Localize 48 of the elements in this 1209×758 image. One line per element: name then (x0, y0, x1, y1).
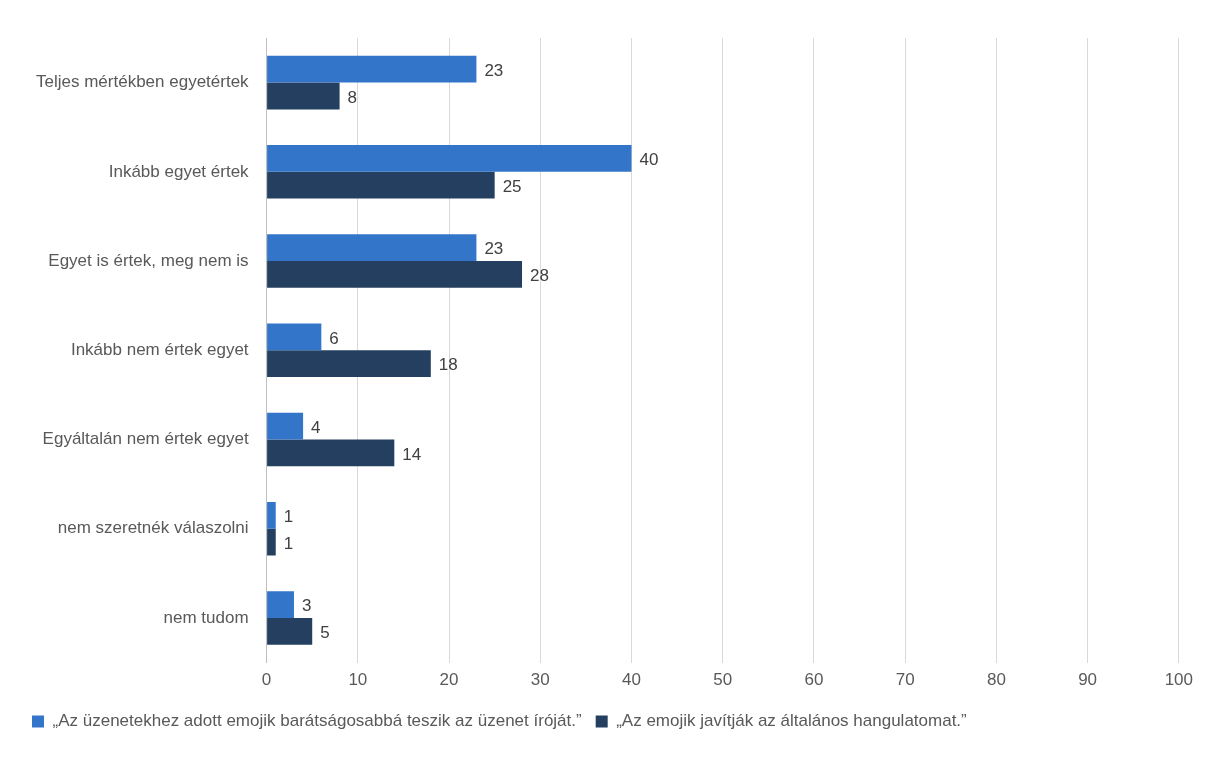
x-tick-label: 90 (1078, 670, 1098, 690)
x-tick-label: 80 (986, 670, 1006, 690)
bar (267, 591, 294, 618)
bar (267, 323, 322, 351)
legend-label: „Az üzenetekhez adott emojik barátságosabbá teszik az üzenet íróját.” (52, 711, 583, 731)
y-tick-label: nem tudom (163, 607, 249, 627)
bar (267, 171, 495, 199)
x-tick-label: 60 (804, 670, 824, 690)
data-label: 3 (301, 596, 312, 616)
data-label: 5 (320, 623, 330, 643)
x-tick-label: 20 (439, 670, 459, 690)
x-tick-label: 50 (713, 670, 733, 690)
x-tick-label: 30 (530, 670, 550, 690)
x-tick-label: 70 (895, 670, 915, 690)
bar (267, 439, 395, 467)
data-label: 23 (484, 60, 504, 80)
bar (267, 350, 431, 378)
data-label: 1 (283, 507, 294, 527)
y-tick-label: nem szeretnék válaszolni (57, 518, 249, 538)
bar (267, 617, 313, 645)
data-label: 8 (347, 87, 358, 107)
data-label: 28 (530, 266, 549, 286)
bar (267, 145, 632, 172)
data-label: 6 (329, 328, 339, 348)
bar (267, 501, 276, 529)
x-tick-label: 40 (622, 670, 641, 690)
data-label: 40 (639, 150, 659, 170)
data-label: 18 (438, 355, 458, 375)
y-tick-label: Egyáltalán nem értek egyet (42, 429, 249, 449)
bar (267, 82, 340, 110)
x-tick-label: 0 (261, 670, 272, 690)
bar (267, 55, 477, 83)
legend-label: „Az emojik javítják az általános hangulatomat.” (616, 711, 968, 731)
data-label: 4 (311, 417, 321, 437)
bar (267, 528, 276, 556)
x-tick-label: 10 (348, 670, 368, 690)
bar (267, 234, 477, 262)
data-label: 14 (402, 444, 422, 464)
y-tick-label: Inkább nem értek egyet (70, 339, 249, 359)
y-tick-label: Inkább egyet értek (108, 161, 250, 181)
data-label: 25 (502, 176, 522, 196)
data-label: 23 (484, 239, 504, 259)
x-tick-label: 100 (1164, 670, 1194, 690)
data-label: 1 (283, 533, 294, 553)
y-tick-label: Teljes mértékben egyetértek (36, 72, 250, 92)
bar (267, 261, 523, 288)
bar (267, 412, 304, 440)
y-tick-label: Egyet is értek, meg nem is (48, 250, 249, 270)
